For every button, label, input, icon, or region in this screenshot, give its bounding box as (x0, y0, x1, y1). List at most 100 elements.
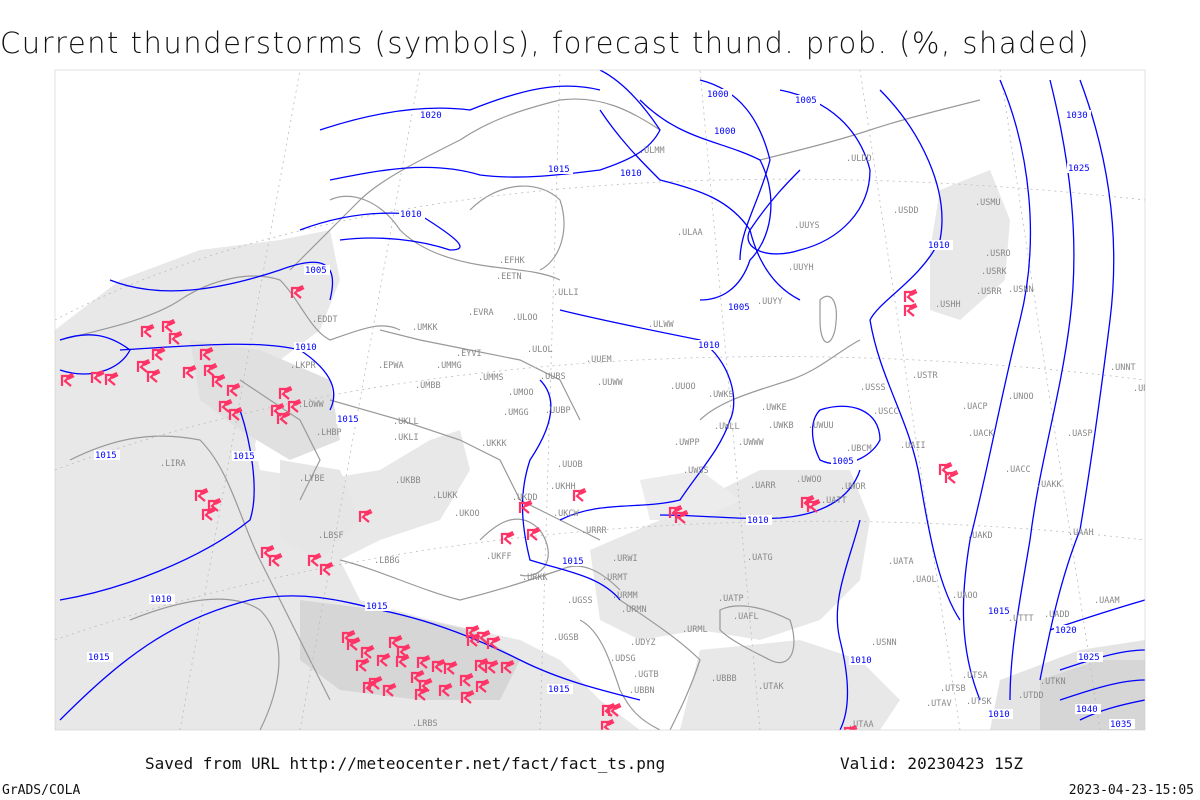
station-labels: .EDDT .LKPR .LOWW .LHBP .LIRA .LYBE .LBSF .LUKK… (160, 146, 1159, 730)
isobar-label-bg (232, 451, 258, 461)
station-label: .UUBS (540, 372, 566, 382)
isobar-label-bg (419, 110, 445, 120)
station-label: .UBBN (629, 686, 655, 696)
station-label: .UKDD (512, 493, 538, 503)
station-label: .UWUU (808, 421, 834, 431)
isobar-label: 1005 (832, 457, 854, 467)
isobar-label-bg (849, 655, 875, 665)
isobar-label-bg (697, 340, 723, 350)
station-label: .UATA (888, 557, 914, 567)
source-url-text: Saved from URL http://meteocenter.net/fa… (145, 754, 666, 773)
station-label: .USHH (935, 300, 961, 310)
isobar-label: 1010 (698, 341, 720, 351)
station-label: .ULDD (846, 154, 872, 164)
station-label: .UMMG (436, 361, 462, 371)
thunderstorm-icon (843, 724, 859, 730)
isobar-label-bg (1075, 704, 1101, 714)
map-title: Current thunderstorms (symbols), forecas… (0, 26, 1091, 60)
isobar-label-bg (713, 126, 739, 136)
station-label: .URML (682, 625, 708, 635)
station-label: .LKPR (290, 361, 316, 371)
station-label: .UAOL (911, 575, 937, 585)
station-label: .LOWW (298, 400, 324, 410)
station-label: .UKFF (486, 552, 512, 562)
station-label: .UWPP (674, 438, 700, 448)
isobar-label: 1015 (562, 557, 584, 567)
station-label: .ULOO (512, 313, 538, 323)
isobar-label-bg (706, 89, 732, 99)
isobar-label: 1015 (988, 607, 1010, 617)
station-label: .UTAV (926, 699, 952, 709)
isobar-label: 1015 (233, 452, 255, 462)
station-label: .UACP (962, 402, 988, 412)
station-label: .UWOO (796, 475, 822, 485)
isobar-label-bg (1065, 110, 1091, 120)
isobar-label: 1010 (295, 343, 317, 353)
coastlines-borders (59, 98, 981, 730)
station-label: .EPWA (378, 361, 404, 371)
station-label: .UTAK (758, 682, 784, 692)
station-label: .UKLI (393, 433, 419, 443)
station-label: .UGSB (553, 633, 579, 643)
isobar-label: 1035 (1110, 720, 1132, 730)
station-label: .USNN (871, 638, 897, 648)
station-label: .UARR (750, 481, 776, 491)
isobar-label-bg (1067, 163, 1093, 173)
station-label: .UAAH (1068, 528, 1094, 538)
station-label: .URMN (621, 605, 647, 615)
isobar-label-bg (987, 709, 1013, 719)
isobar-label: 1015 (366, 602, 388, 612)
station-label: .USRO (985, 249, 1011, 259)
isobar-label: 1010 (620, 169, 642, 179)
isobar-label-bg (94, 450, 120, 460)
isobar-label-bg (831, 456, 857, 466)
isobar-label: 1010 (850, 656, 872, 666)
isobar-label: 1010 (150, 595, 172, 605)
station-label: .LYBE (299, 474, 325, 484)
station-label: .EETN (496, 272, 522, 282)
station-label: .EYVI (456, 349, 482, 359)
station-label: .USRR (976, 287, 1002, 297)
isobar-label: 1040 (1076, 705, 1098, 715)
isobar-label: 1025 (1078, 653, 1100, 663)
isobar-label-bg (294, 342, 320, 352)
station-label: .URKK (522, 573, 548, 583)
isobar-label-bg (727, 302, 753, 312)
station-label: .UNOO (1008, 392, 1034, 402)
station-label: .UUOO (670, 382, 696, 392)
station-label: .UTSB (940, 684, 966, 694)
station-label: .UUYS (794, 221, 820, 231)
station-label: .URMT (602, 573, 628, 583)
isobar-label-bg (365, 601, 391, 611)
station-label: .UWSS (683, 466, 709, 476)
station-label: .UTKN (1040, 677, 1066, 687)
station-label: .LIRA (160, 459, 186, 469)
station-label: .ULAA (677, 228, 703, 238)
isobar-label-bg (336, 414, 362, 424)
station-label: .EDDT (312, 315, 338, 325)
isobar-label-bg (87, 652, 113, 662)
isobar-label: 1030 (1066, 111, 1088, 121)
station-label: .UKOO (454, 509, 480, 519)
isobar-label-bg (746, 515, 772, 525)
station-label: .UWKB (768, 421, 794, 431)
station-label: .UMBB (415, 381, 441, 391)
isobar-label: 1005 (728, 303, 750, 313)
station-label: .UTTT (1008, 614, 1034, 624)
isobar-label: 1015 (337, 415, 359, 425)
isobar-label-bg (619, 168, 645, 178)
isobar-label-bg (547, 684, 573, 694)
station-label: .UWLL (714, 422, 740, 432)
station-label: .UTSK (966, 697, 992, 707)
station-label: .LHBP (316, 428, 342, 438)
station-label: .USSS (860, 383, 886, 393)
station-label: .UMOO (508, 388, 534, 398)
station-label: .LBSF (318, 531, 344, 541)
station-label: .UNBB (1133, 384, 1159, 394)
isobar-label-bg (547, 164, 573, 174)
generated-timestamp: 2023-04-23-15:05 (1068, 783, 1194, 798)
isobar-label-bg (1077, 652, 1103, 662)
map-frame (54, 69, 1146, 731)
station-label: .URRR (581, 526, 607, 536)
